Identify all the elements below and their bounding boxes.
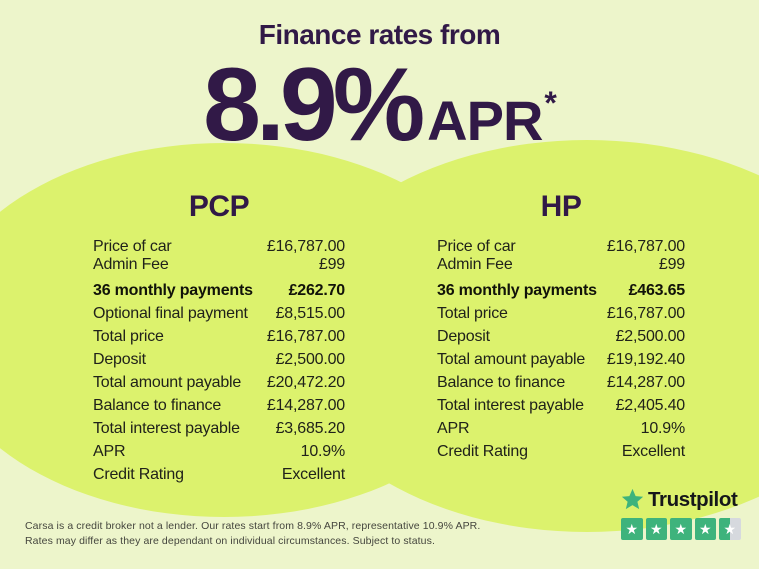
background-blob-right xyxy=(287,140,759,532)
row-value: £2,500.00 xyxy=(275,351,346,368)
row-value: Excellent xyxy=(621,443,685,460)
row-label: Total amount payable xyxy=(437,351,586,368)
table-row: Deposit £2,500.00 xyxy=(437,328,685,351)
row-label: Price of car xyxy=(437,238,516,255)
row-value: £463.65 xyxy=(628,282,686,299)
row-value: £19,192.40 xyxy=(606,351,685,368)
row-value: £16,787.00 xyxy=(266,238,345,255)
row-label: Total amount payable xyxy=(93,374,242,391)
rating-star-box xyxy=(694,518,716,540)
star-icon xyxy=(723,522,736,536)
table-row: Balance to finance £14,287.00 xyxy=(437,374,685,397)
rate-asterisk: * xyxy=(544,85,556,121)
disclaimer-line-2: Rates may differ as they are dependant o… xyxy=(25,534,435,547)
row-value: £99 xyxy=(658,256,685,273)
row-label: Total price xyxy=(93,328,164,345)
pcp-table: Price of car £16,787.00 Admin Fee £99 36… xyxy=(93,238,345,489)
table-row: Admin Fee £99 xyxy=(93,256,345,274)
row-label: Deposit xyxy=(437,328,490,345)
table-row: 36 monthly payments £463.65 xyxy=(437,282,685,305)
row-value: £16,787.00 xyxy=(606,238,685,255)
row-value: 10.9% xyxy=(640,420,686,437)
trustpilot-wordmark: Trustpilot xyxy=(648,487,738,511)
row-label: APR xyxy=(437,420,470,437)
table-row: Admin Fee £99 xyxy=(437,256,685,274)
pcp-column: PCP Price of car £16,787.00 Admin Fee £9… xyxy=(93,190,345,489)
hp-table: Price of car £16,787.00 Admin Fee £99 36… xyxy=(437,238,685,466)
disclaimer-line-1: Carsa is a credit broker not a lender. O… xyxy=(25,520,481,532)
rate-unit: APR* xyxy=(427,85,557,152)
row-value: £14,287.00 xyxy=(266,397,345,414)
row-label: Balance to finance xyxy=(93,397,222,414)
star-icon xyxy=(674,522,687,536)
row-label: APR xyxy=(93,443,126,460)
disclaimer-text: Carsa is a credit broker not a lender. O… xyxy=(25,519,545,548)
row-value: £262.70 xyxy=(288,282,346,299)
row-label: 36 monthly payments xyxy=(437,282,597,299)
table-row: Balance to finance £14,287.00 xyxy=(93,397,345,420)
table-row: Price of car £16,787.00 xyxy=(437,238,685,256)
table-row: APR 10.9% xyxy=(437,420,685,443)
table-row: Credit Rating Excellent xyxy=(93,466,345,489)
row-value: £2,405.40 xyxy=(615,397,686,414)
row-label: Total interest payable xyxy=(437,397,584,414)
rating-star-box xyxy=(621,518,643,540)
row-label: Admin Fee xyxy=(93,256,169,273)
table-row: Total amount payable £19,192.40 xyxy=(437,351,685,374)
rate-line: 8.9% APR* xyxy=(0,53,759,157)
row-label: Admin Fee xyxy=(437,256,513,273)
table-row: Price of car £16,787.00 xyxy=(93,238,345,256)
rating-star-box xyxy=(719,518,741,540)
trustpilot-widget[interactable]: Trustpilot xyxy=(620,487,752,540)
row-value: £8,515.00 xyxy=(275,305,346,322)
table-row: Total interest payable £2,405.40 xyxy=(437,397,685,420)
table-row: Total price £16,787.00 xyxy=(437,305,685,328)
table-row: Total price £16,787.00 xyxy=(93,328,345,351)
promo-header: Finance rates from 8.9% APR* xyxy=(0,18,759,157)
table-row: Total interest payable £3,685.20 xyxy=(93,420,345,443)
row-value: £16,787.00 xyxy=(266,328,345,345)
table-row: 36 monthly payments £262.70 xyxy=(93,282,345,305)
row-value: £16,787.00 xyxy=(606,305,685,322)
trustpilot-star-icon xyxy=(621,488,644,510)
row-value: £14,287.00 xyxy=(606,374,685,391)
hp-column: HP Price of car £16,787.00 Admin Fee £99… xyxy=(437,190,685,466)
rating-star-box xyxy=(645,518,667,540)
row-label: 36 monthly payments xyxy=(93,282,253,299)
hp-heading: HP xyxy=(540,190,582,223)
row-value: £99 xyxy=(318,256,345,273)
table-row: Credit Rating Excellent xyxy=(437,443,685,466)
trustpilot-logo: Trustpilot xyxy=(620,487,752,512)
row-value: Excellent xyxy=(281,466,345,483)
table-row: Total amount payable £20,472.20 xyxy=(93,374,345,397)
star-icon xyxy=(699,522,712,536)
row-value: £3,685.20 xyxy=(275,420,346,437)
pcp-heading: PCP xyxy=(188,190,250,223)
row-label: Deposit xyxy=(93,351,146,368)
star-icon xyxy=(650,522,663,536)
row-label: Credit Rating xyxy=(93,466,184,483)
row-label: Credit Rating xyxy=(437,443,528,460)
trustpilot-rating-stars xyxy=(621,518,752,540)
row-label: Total price xyxy=(437,305,508,322)
row-label: Total interest payable xyxy=(93,420,240,437)
rate-value: 8.9% xyxy=(203,47,425,163)
table-row: Optional final payment £8,515.00 xyxy=(93,305,345,328)
table-row: Deposit £2,500.00 xyxy=(93,351,345,374)
promo-title: Finance rates from xyxy=(258,19,501,50)
rating-star-box xyxy=(670,518,692,540)
row-value: £2,500.00 xyxy=(615,328,686,345)
table-row: APR 10.9% xyxy=(93,443,345,466)
row-value: £20,472.20 xyxy=(266,374,345,391)
row-label: Optional final payment xyxy=(93,305,248,322)
star-icon xyxy=(625,522,638,536)
row-label: Balance to finance xyxy=(437,374,566,391)
row-label: Price of car xyxy=(93,238,172,255)
row-value: 10.9% xyxy=(300,443,346,460)
